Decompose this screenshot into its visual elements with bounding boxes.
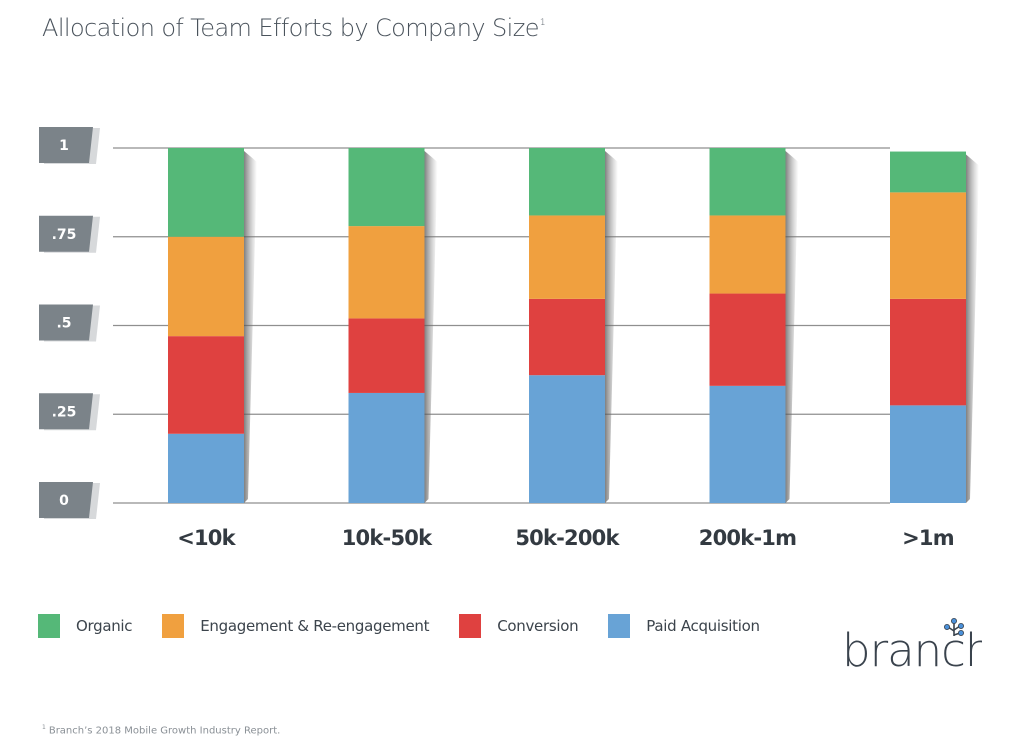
bar-shadow bbox=[966, 154, 979, 504]
y-tick-label: 1 bbox=[59, 138, 69, 154]
chart-title: Allocation of Team Efforts by Company Si… bbox=[42, 14, 546, 42]
tree-icon bbox=[944, 618, 965, 636]
y-tick-label: .5 bbox=[56, 316, 71, 332]
legend: Organic Engagement & Re-engagement Convers… bbox=[38, 614, 790, 638]
x-axis-labels: <10k 10k-50k 50k-200k 200k-1m >1m bbox=[177, 526, 954, 550]
branch-logo: branch bbox=[842, 618, 993, 677]
bar-shadow bbox=[244, 151, 257, 503]
y-tick-tag bbox=[39, 393, 93, 430]
x-tick-label: <10k bbox=[177, 526, 236, 550]
bar-segment-conversion bbox=[348, 318, 425, 393]
x-tick-label: 10k-50k bbox=[342, 526, 433, 550]
footnote-marker: 1 bbox=[42, 724, 46, 731]
legend-item: Conversion bbox=[459, 614, 579, 638]
y-tick-label: 0 bbox=[59, 493, 69, 509]
legend-label: Organic bbox=[76, 617, 133, 635]
y-tick-label: .25 bbox=[52, 404, 77, 420]
bar-segment-conversion bbox=[529, 298, 605, 376]
bar-segment-paid-acquisition bbox=[709, 385, 786, 503]
legend-swatch bbox=[162, 614, 185, 638]
legend-label: Engagement & Re-engagement bbox=[200, 617, 430, 635]
bar-segment-engagement-re-engagement bbox=[348, 226, 425, 319]
y-tick-tag bbox=[39, 304, 93, 341]
bar-segment-paid-acquisition bbox=[348, 392, 425, 503]
bar-shadow bbox=[605, 151, 618, 503]
branch-logo-text: branch bbox=[842, 624, 982, 672]
bar-segment-engagement-re-engagement bbox=[890, 192, 966, 299]
bar-segment-conversion bbox=[709, 293, 786, 386]
legend-label: Paid Acquisition bbox=[646, 617, 760, 635]
stacked-bar-chart: 0 .25 .5 .75 1 <10k 10k-50k 50k-200k 200k-1m >1m bbox=[39, 127, 979, 550]
bar-segment-conversion bbox=[168, 336, 244, 434]
legend-item: Engagement & Re-engagement bbox=[162, 614, 429, 638]
bar-segment-paid-acquisition bbox=[890, 405, 966, 503]
legend-item: Paid Acquisition bbox=[608, 614, 760, 638]
footnote-text: Branch’s 2018 Mobile Growth Industry Rep… bbox=[48, 725, 281, 737]
y-tick-tag bbox=[39, 215, 93, 252]
y-tick-label: .75 bbox=[52, 227, 77, 243]
legend-swatch bbox=[459, 614, 482, 638]
title-footnote-marker: 1 bbox=[539, 18, 546, 28]
y-tick-tag bbox=[39, 127, 93, 163]
y-tick-tag bbox=[39, 482, 93, 518]
branch-logo-mark: branch bbox=[842, 618, 993, 677]
bars bbox=[168, 148, 966, 503]
legend-swatch bbox=[608, 614, 631, 638]
bar-shadow bbox=[424, 151, 438, 503]
chart-title-text: Allocation of Team Efforts by Company Si… bbox=[42, 14, 539, 42]
legend-label: Conversion bbox=[497, 617, 579, 635]
bar-segment-organic bbox=[709, 148, 786, 216]
bar-segment-engagement-re-engagement bbox=[709, 215, 786, 294]
bar-shadow bbox=[785, 151, 799, 503]
bar-segment-engagement-re-engagement bbox=[529, 215, 605, 299]
bar-segment-organic bbox=[529, 148, 605, 216]
bar-segment-organic bbox=[168, 148, 244, 237]
bar-segment-paid-acquisition bbox=[529, 375, 605, 503]
x-tick-label: 50k-200k bbox=[515, 526, 620, 550]
bar-segment-organic bbox=[890, 151, 966, 193]
x-tick-label: 200k-1m bbox=[699, 526, 796, 550]
bar-segment-engagement-re-engagement bbox=[168, 236, 244, 337]
x-tick-label: >1m bbox=[902, 526, 954, 550]
bar-segment-paid-acquisition bbox=[168, 433, 244, 503]
legend-item: Organic bbox=[38, 614, 133, 638]
bar-segment-conversion bbox=[890, 298, 966, 406]
legend-swatch bbox=[38, 614, 60, 638]
bar-segment-organic bbox=[348, 148, 425, 227]
bar-shadows bbox=[244, 151, 979, 504]
footnote: 1 Branch’s 2018 Mobile Growth Industry Re… bbox=[42, 724, 280, 736]
y-axis-ticks: 0 .25 .5 .75 1 bbox=[39, 127, 100, 519]
